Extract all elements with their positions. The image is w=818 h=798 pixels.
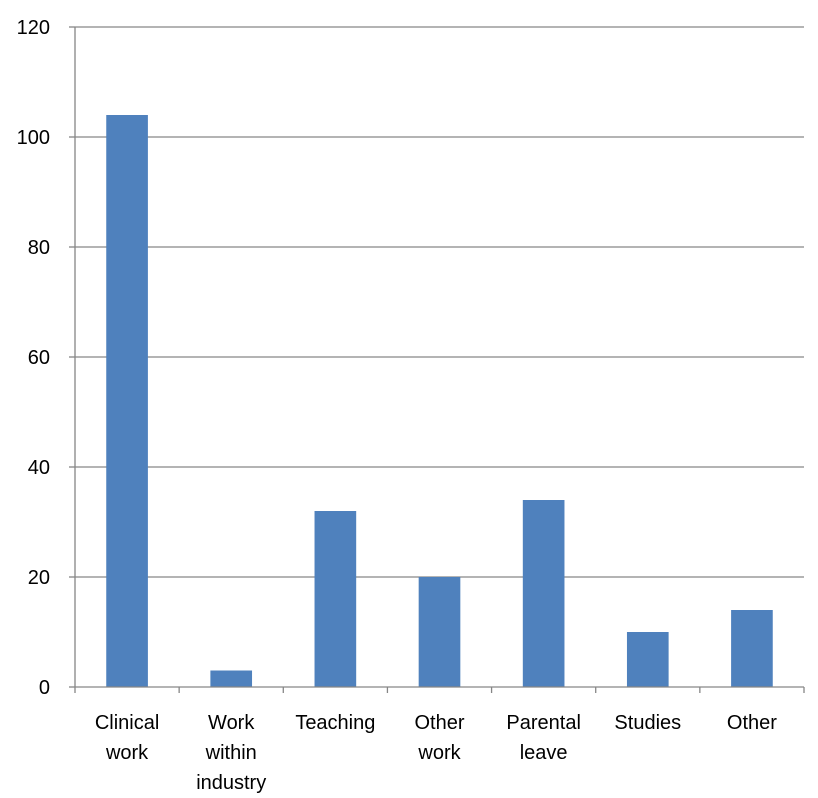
axes (69, 26, 805, 693)
y-tick-label: 0 (39, 677, 50, 699)
bar-6 (731, 610, 773, 687)
x-category-label: Teaching (295, 712, 375, 734)
x-category-label: Clinical work (95, 712, 159, 764)
y-tick-label: 120 (17, 17, 50, 39)
y-tick-label: 40 (28, 457, 50, 479)
bar-3 (418, 577, 461, 687)
y-tick-label: 100 (17, 127, 50, 149)
y-tick-label: 60 (28, 347, 50, 369)
bar-1 (210, 670, 253, 687)
x-category-label: Parental leave (506, 712, 581, 764)
gridlines (75, 26, 804, 578)
y-tick-label: 80 (28, 237, 50, 259)
y-tick-label: 20 (28, 567, 50, 589)
bar-4 (522, 500, 565, 687)
bar-2 (314, 511, 357, 687)
x-category-label: Work within industry (196, 712, 266, 794)
x-category-label: Other work (414, 712, 464, 764)
y-tick-labels: 0 20 40 60 80 100 120 (17, 17, 50, 699)
x-category-label: Studies (614, 712, 681, 734)
x-category-label: Other (727, 712, 777, 734)
bars (106, 115, 773, 687)
bar-0 (106, 115, 148, 687)
bar-5 (626, 632, 669, 687)
x-category-labels: Clinical work Work within industry Teaching Ot… (95, 712, 777, 794)
